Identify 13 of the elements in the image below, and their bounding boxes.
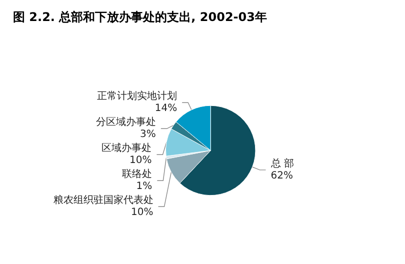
data-label: 62%: [270, 170, 293, 182]
slice-label: 分区域办事处: [96, 116, 156, 128]
data-label: 1%: [136, 181, 152, 192]
data-label: 3%: [140, 129, 156, 140]
slice-label: 区域办事处: [102, 142, 152, 154]
slice-label: 总 部: [270, 157, 294, 170]
chart-title: 图 2.2. 总部和下放办事处的支出, 2002-03年: [13, 10, 267, 24]
slice-label: 粮农组织驻国家代表处: [53, 194, 154, 206]
slice-label: 正常计划实地计划: [97, 90, 178, 102]
slice-label: 联络处: [122, 168, 152, 180]
data-label: 10%: [129, 155, 152, 166]
data-label: 14%: [154, 103, 178, 114]
data-label: 10%: [131, 207, 154, 218]
